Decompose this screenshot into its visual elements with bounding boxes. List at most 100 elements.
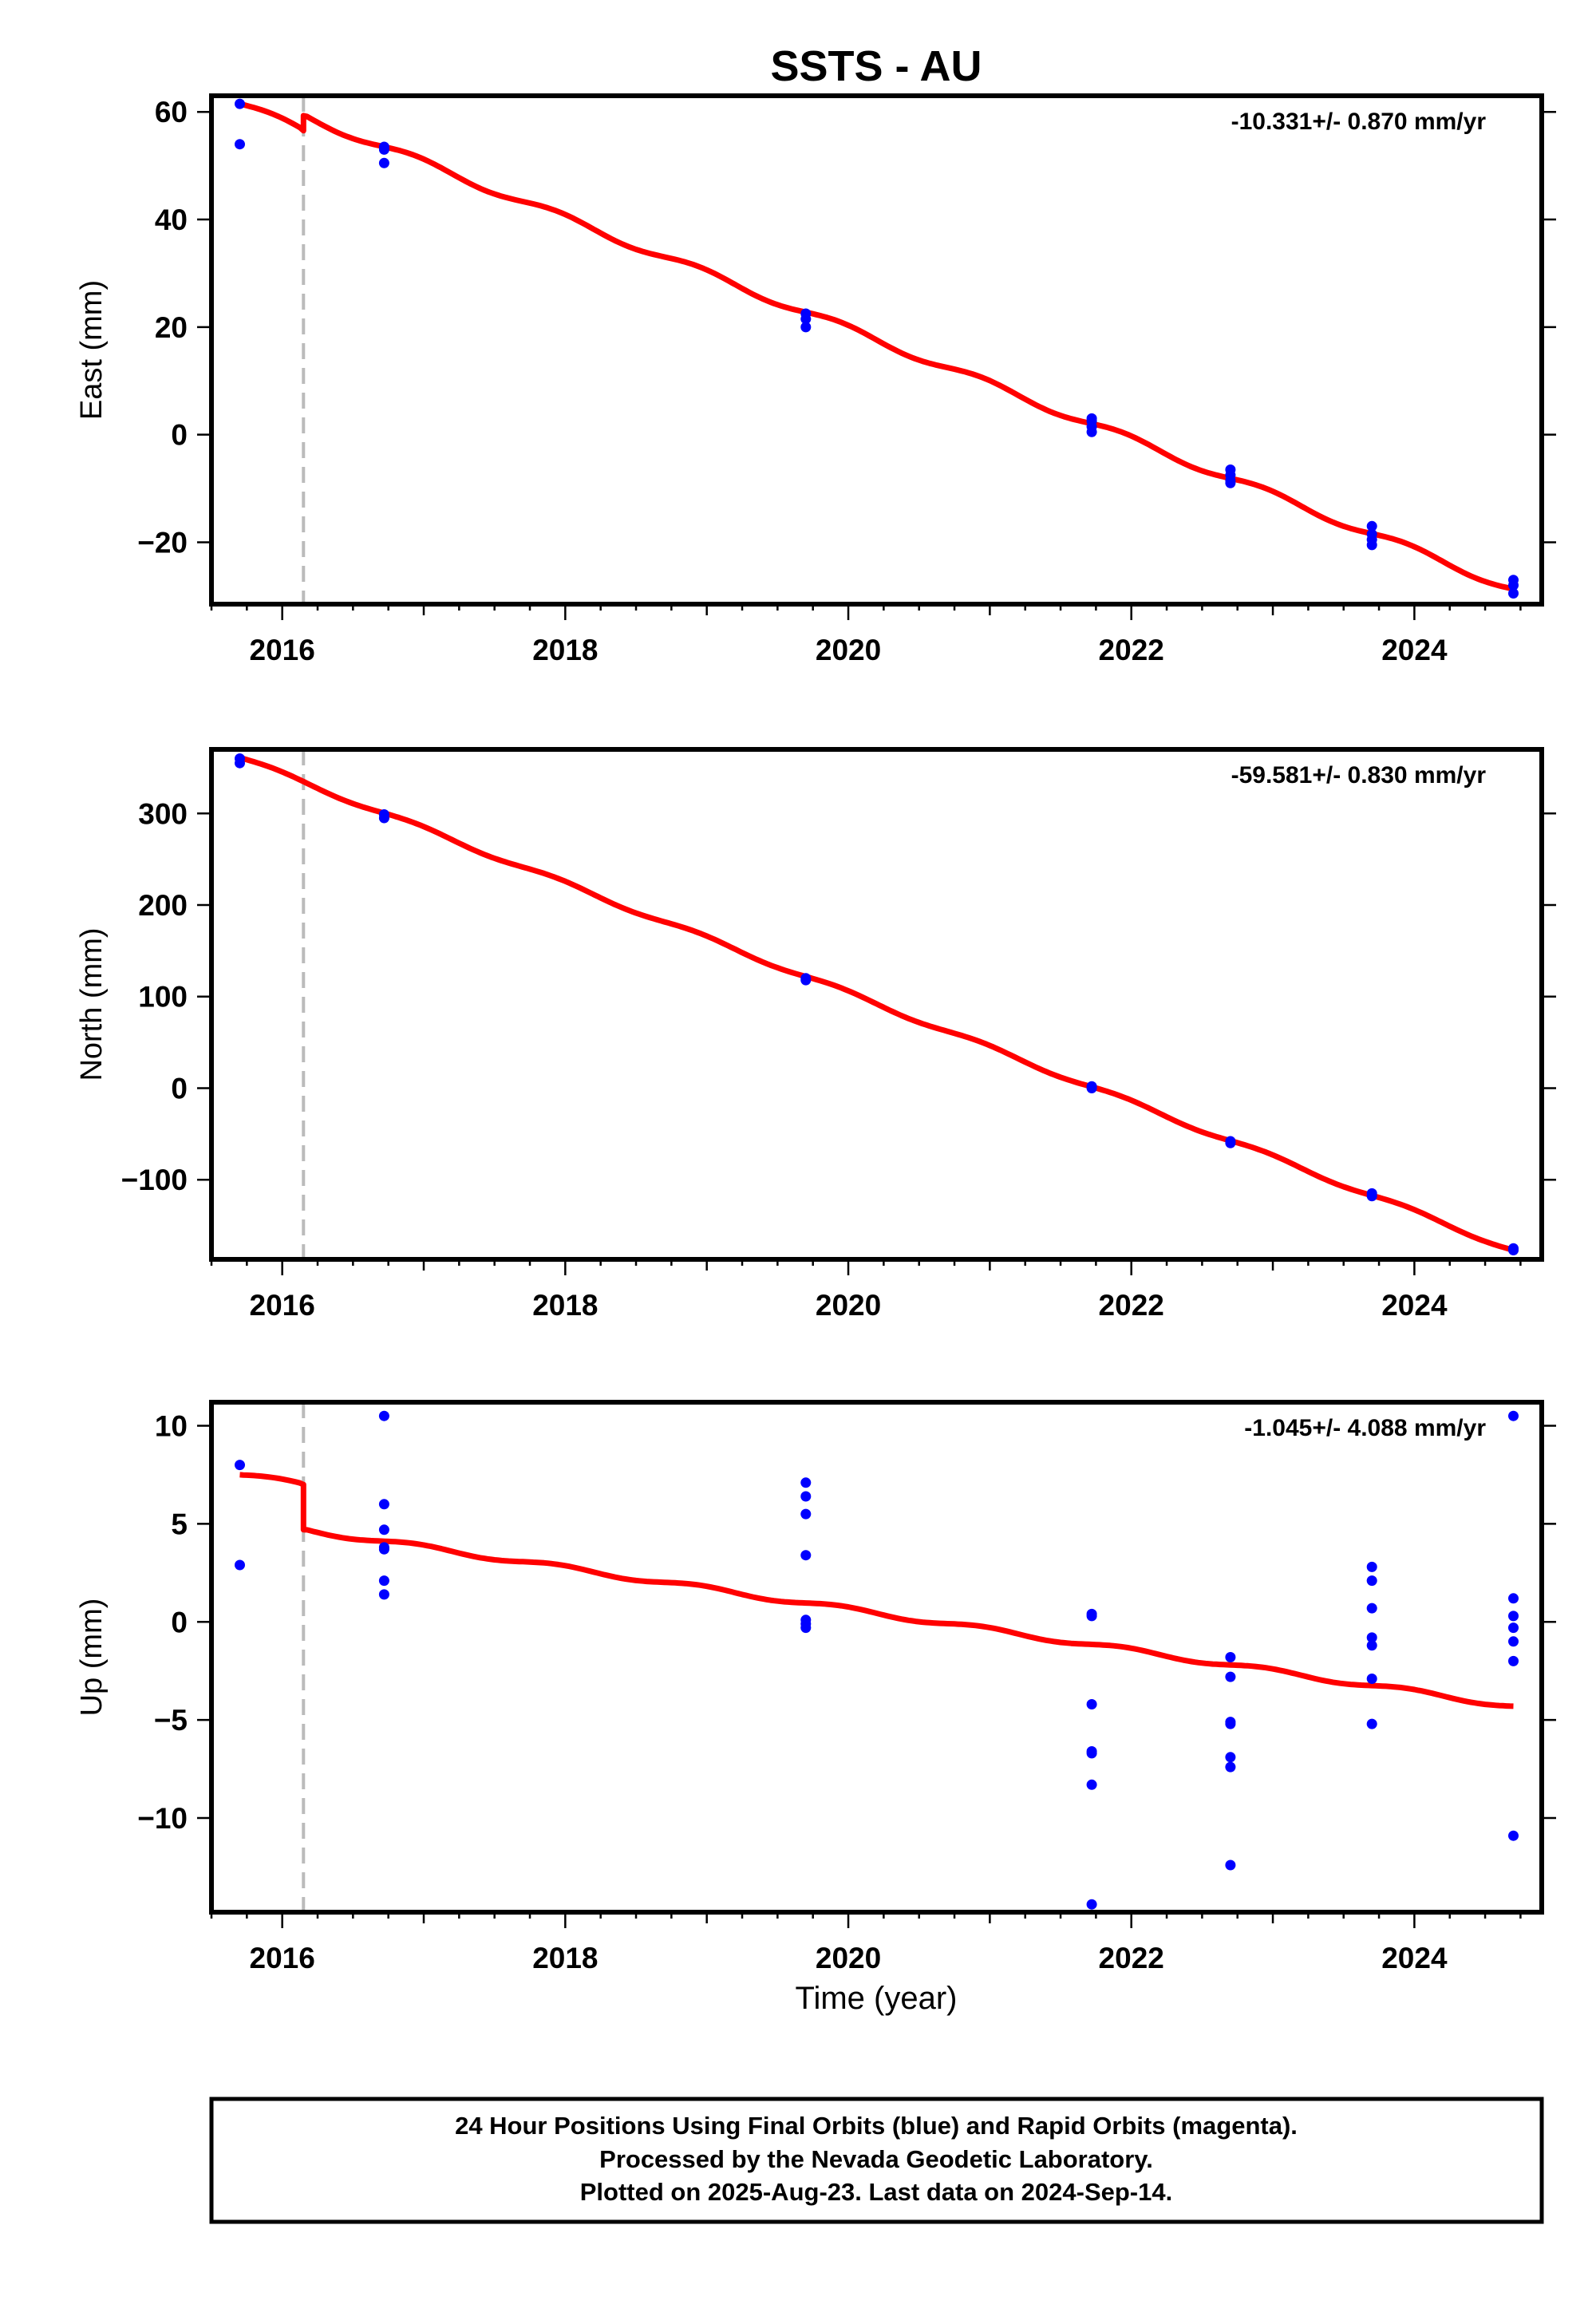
data-point xyxy=(378,1575,389,1587)
data-point xyxy=(1225,1860,1236,1871)
data-point xyxy=(235,1460,245,1471)
data-point xyxy=(1086,1748,1097,1759)
data-point xyxy=(1508,1655,1519,1666)
plot-frame xyxy=(209,93,1544,607)
y-tick-label: −20 xyxy=(137,526,188,559)
data-point xyxy=(800,1491,812,1502)
y-tick-label: 300 xyxy=(138,797,188,830)
footer-box: 24 Hour Positions Using Final Orbits (bl… xyxy=(209,2097,1544,2224)
y-tick-label: 100 xyxy=(138,981,188,1014)
panel-north: 2016 2018 2020 2022 2024 300 200 100 0 −100 North … xyxy=(75,747,1556,1322)
y-tick-label: 5 xyxy=(171,1508,188,1540)
data-point xyxy=(1366,534,1377,545)
data-point xyxy=(1225,1761,1236,1773)
data-point xyxy=(800,1622,812,1634)
data-point xyxy=(1366,520,1377,532)
data-point xyxy=(1086,1899,1097,1910)
data-point xyxy=(800,314,812,325)
data-point xyxy=(1366,1191,1377,1202)
model-curve xyxy=(239,1472,1514,1709)
y-tick-label: −5 xyxy=(154,1704,188,1737)
x-tick-label: 2024 xyxy=(1381,1942,1448,1974)
data-point xyxy=(1086,413,1097,424)
data-point xyxy=(1086,1083,1097,1093)
plot-frame xyxy=(209,1400,1544,1915)
data-point xyxy=(800,322,812,333)
x-tick-label: 2022 xyxy=(1099,634,1164,666)
x-tick-label: 2024 xyxy=(1381,634,1448,666)
panels: 2016 2018 2020 2022 2024 60 40 200 −20 East (mm) -… xyxy=(75,93,1556,1974)
y-tick-label: 10 xyxy=(155,1409,188,1442)
data-point xyxy=(1508,1611,1519,1622)
y-tick-label: 40 xyxy=(155,204,188,236)
panel-up: 2016 2018 2020 2022 2024 10 5 0 −5 −10 Up (mm) -1.0… xyxy=(75,1400,1556,1974)
data-point xyxy=(235,757,245,769)
footer-frame xyxy=(209,2097,1544,2224)
data-point xyxy=(1366,1561,1377,1572)
rate-label: -1.045+/- 4.088 mm/yr xyxy=(1244,1415,1486,1441)
x-tick-label: 2020 xyxy=(816,1289,881,1322)
x-tick-label: 2016 xyxy=(250,1942,315,1974)
data-point xyxy=(378,1524,389,1535)
model-curve xyxy=(239,101,1515,592)
data-point xyxy=(235,1559,245,1571)
x-tick-label: 2020 xyxy=(816,634,881,666)
y-axis-label: East (mm) xyxy=(75,280,109,420)
data-point xyxy=(235,98,245,109)
data-point xyxy=(1225,1718,1236,1729)
x-tick-label: 2018 xyxy=(532,1289,598,1322)
plot-frame xyxy=(209,747,1544,1262)
data-point xyxy=(1366,1603,1377,1614)
data-point xyxy=(1225,1752,1236,1763)
data-point xyxy=(800,1477,812,1488)
x-tick-label: 2022 xyxy=(1099,1289,1164,1322)
data-point xyxy=(235,139,245,150)
y-tick-label: 0 xyxy=(171,1606,188,1638)
rate-label: -59.581+/- 0.830 mm/yr xyxy=(1231,762,1487,788)
data-point xyxy=(378,1410,389,1421)
data-point xyxy=(1225,1652,1236,1662)
rate-label: -10.331+/- 0.870 mm/yr xyxy=(1231,109,1487,135)
panel-east: 2016 2018 2020 2022 2024 60 40 20 0 −20 East (mm) -… xyxy=(75,93,1556,666)
data-point xyxy=(1508,588,1519,599)
data-point xyxy=(1366,1632,1377,1643)
footer-line-3: Plotted on 2025-Aug-23. Last data on 202… xyxy=(580,2178,1172,2206)
data-point xyxy=(1225,1671,1236,1682)
footer-line-1: 24 Hour Positions Using Final Orbits (bl… xyxy=(455,2112,1298,2140)
data-point xyxy=(1366,1640,1377,1651)
y-tick-label: 200 xyxy=(138,889,188,922)
footer-line-2: Processed by the Nevada Geodetic Laborat… xyxy=(599,2145,1153,2173)
data-point xyxy=(378,1589,389,1600)
data-point xyxy=(378,812,389,824)
data-point xyxy=(1086,421,1097,433)
data-point xyxy=(800,1508,812,1520)
data-point xyxy=(378,1543,389,1555)
data-point xyxy=(1366,1575,1377,1587)
x-axis-label: Time (year) xyxy=(796,1981,958,2016)
data-point xyxy=(1508,1636,1519,1647)
x-tick-label: 2020 xyxy=(816,1942,881,1974)
data-point xyxy=(1508,1245,1519,1255)
x-tick-label: 2018 xyxy=(532,634,598,666)
y-tick-label: 60 xyxy=(155,96,188,128)
data-point xyxy=(1086,1779,1097,1790)
data-point xyxy=(1508,1593,1519,1604)
y-tick-label: 0 xyxy=(171,1072,188,1105)
data-point xyxy=(1508,579,1519,591)
model-curve xyxy=(239,754,1515,1253)
data-point xyxy=(1225,475,1236,486)
chart-title: SSTS - AU xyxy=(770,42,982,90)
data-point xyxy=(1225,1137,1236,1148)
data-point xyxy=(1508,1622,1519,1634)
x-tick-label: 2016 xyxy=(250,634,315,666)
data-point xyxy=(1086,1611,1097,1622)
y-tick-label: −100 xyxy=(121,1164,188,1196)
x-tick-label: 2022 xyxy=(1099,1942,1164,1974)
data-point xyxy=(378,1499,389,1510)
y-tick-label: 0 xyxy=(171,419,188,452)
y-axis-label: North (mm) xyxy=(75,927,109,1081)
y-axis-label: Up (mm) xyxy=(75,1599,109,1717)
data-point xyxy=(378,157,389,168)
